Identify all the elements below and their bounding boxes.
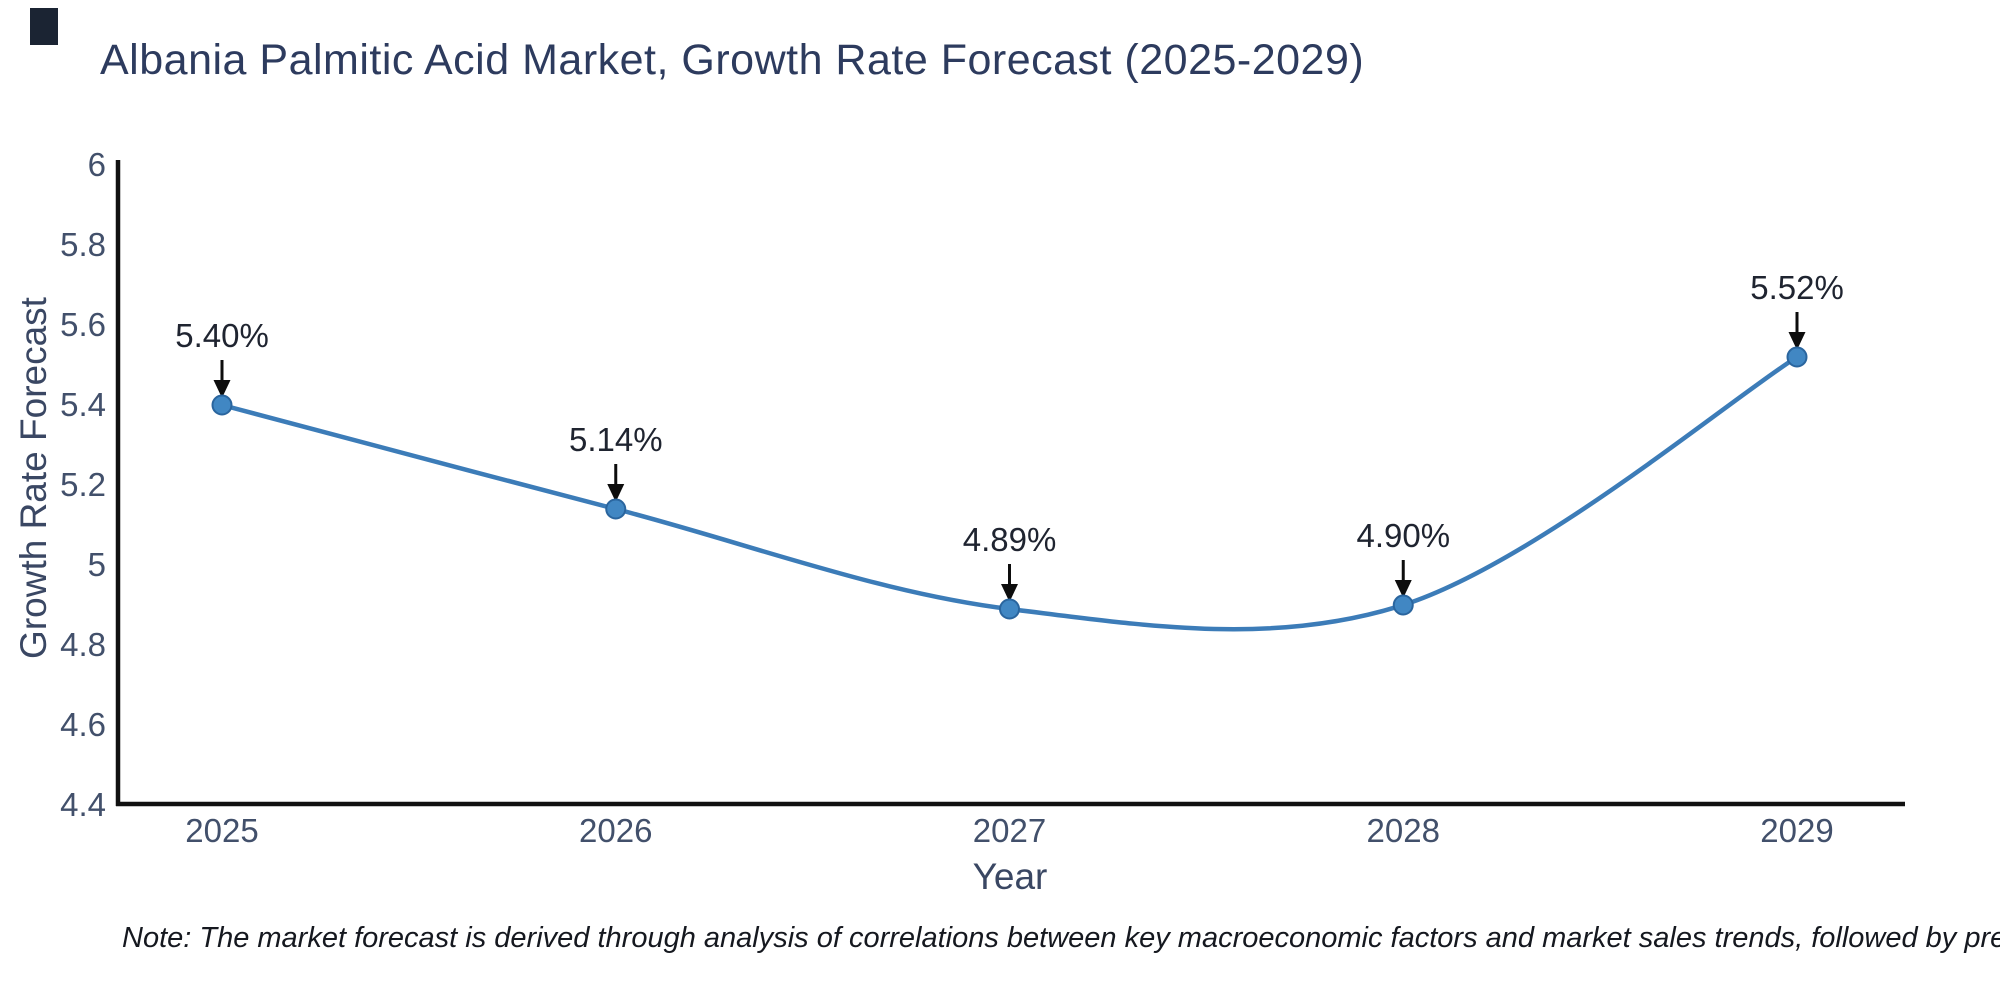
annotation-arrow-head xyxy=(607,484,625,502)
point-annotation-label: 4.90% xyxy=(1356,517,1451,554)
data-point-marker xyxy=(999,598,1020,620)
y-tick-label: 4.8 xyxy=(60,626,106,663)
annotation-arrow-head xyxy=(213,380,231,398)
y-tick-label: 5.4 xyxy=(60,386,106,423)
x-tick-label: 2025 xyxy=(185,812,259,849)
y-tick-label: 5 xyxy=(87,546,106,583)
x-tick-label: 2028 xyxy=(1366,812,1440,849)
data-point-marker xyxy=(605,498,627,520)
chart-title: Albania Palmitic Acid Market, Growth Rat… xyxy=(100,36,1365,84)
data-point-marker xyxy=(211,394,233,416)
footnote: Note: The market forecast is derived thr… xyxy=(122,922,2000,954)
data-point-marker xyxy=(1786,346,1808,368)
data-point-marker xyxy=(1392,594,1414,616)
x-tick-label: 2027 xyxy=(972,812,1047,849)
y-tick-label: 4.6 xyxy=(60,706,106,743)
y-tick-label: 5.8 xyxy=(60,226,106,263)
annotation-arrow-head xyxy=(1001,584,1018,602)
y-tick-label: 6 xyxy=(87,146,106,183)
point-annotation-label: 5.14% xyxy=(568,421,663,458)
y-tick-label: 5.6 xyxy=(60,306,106,343)
y-tick-label: 4.4 xyxy=(60,786,106,823)
point-annotation-label: 4.89% xyxy=(962,521,1057,558)
x-tick-label: 2029 xyxy=(1760,812,1834,849)
annotation-arrow-head xyxy=(1788,332,1806,350)
y-tick-label: 5.2 xyxy=(60,466,106,503)
point-annotation-label: 5.40% xyxy=(175,317,269,354)
x-axis-title: Year xyxy=(972,856,1048,897)
point-annotation-label: 5.52% xyxy=(1750,269,1844,306)
annotation-arrow-head xyxy=(1394,580,1412,598)
x-tick-label: 2026 xyxy=(579,812,653,849)
logo-mark xyxy=(30,8,58,45)
